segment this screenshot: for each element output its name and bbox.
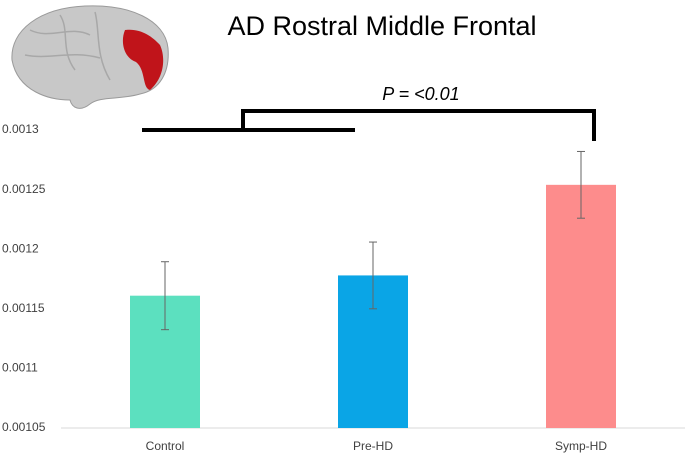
p-value-annotation: P = <0.01 bbox=[382, 84, 459, 104]
error-bar bbox=[161, 261, 169, 331]
x-tick-label: Symp-HD bbox=[555, 439, 607, 453]
y-tick-label: 0.00105 bbox=[2, 420, 46, 434]
error-bar bbox=[369, 241, 377, 310]
y-tick-label: 0.0011 bbox=[2, 361, 38, 375]
y-tick-label: 0.0013 bbox=[2, 122, 39, 136]
y-tick-label: 0.00115 bbox=[2, 301, 45, 315]
brain-icon bbox=[11, 5, 169, 109]
y-tick-label: 0.0012 bbox=[2, 241, 39, 255]
y-tick-label: 0.00125 bbox=[2, 182, 46, 196]
chart-title: AD Rostral Middle Frontal bbox=[227, 11, 536, 41]
x-tick-label: Pre-HD bbox=[353, 439, 393, 453]
significance-bracket bbox=[142, 109, 596, 141]
x-tick-label: Control bbox=[146, 439, 185, 453]
error-bar bbox=[577, 150, 585, 219]
bar bbox=[546, 184, 616, 428]
